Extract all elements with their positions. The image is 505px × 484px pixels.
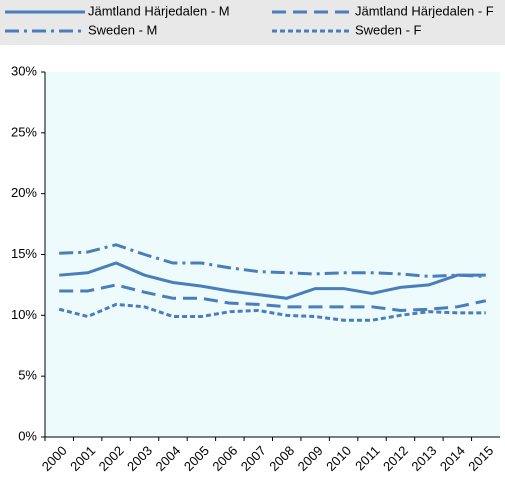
x-tick-label: 2013 (408, 443, 439, 474)
y-tick-label: 25% (11, 124, 37, 139)
x-tick-label: 2011 (352, 443, 382, 473)
x-tick-label: 2015 (465, 443, 496, 474)
x-tick-label: 2004 (152, 443, 183, 474)
x-tick-label: 2007 (238, 443, 269, 474)
x-tick-label: 2006 (209, 443, 240, 474)
series-line (59, 261, 486, 300)
y-tick-label: 30% (11, 63, 37, 78)
plot-area (45, 72, 500, 437)
x-tick-label: 2002 (96, 443, 127, 474)
series-line (59, 243, 486, 278)
y-tick-label: 10% (11, 307, 37, 322)
x-tick-label: 2014 (437, 443, 468, 474)
y-tick-label: 0% (18, 428, 37, 443)
legend-box (0, 0, 505, 45)
series-line (59, 283, 487, 312)
x-tick-label: 2005 (181, 443, 212, 474)
legend-label: Jämtland Härjedalen - F (355, 3, 494, 18)
x-tick-label: 2010 (323, 443, 354, 474)
legend-label: Sweden - M (88, 22, 157, 37)
x-tick-label: 2003 (124, 443, 155, 474)
x-tick-label: 2012 (380, 443, 411, 474)
x-tick-label: 2001 (67, 443, 98, 474)
legend-label: Sweden - F (355, 22, 422, 37)
y-tick-label: 20% (11, 185, 37, 200)
y-tick-label: 15% (11, 246, 37, 261)
legend-label: Jämtland Härjedalen - M (88, 3, 230, 18)
x-tick-label: 2008 (266, 443, 297, 474)
x-tick-label: 2000 (39, 443, 70, 474)
y-tick-label: 5% (18, 368, 37, 383)
x-tick-label: 2009 (295, 443, 326, 474)
series-line (58, 302, 486, 322)
